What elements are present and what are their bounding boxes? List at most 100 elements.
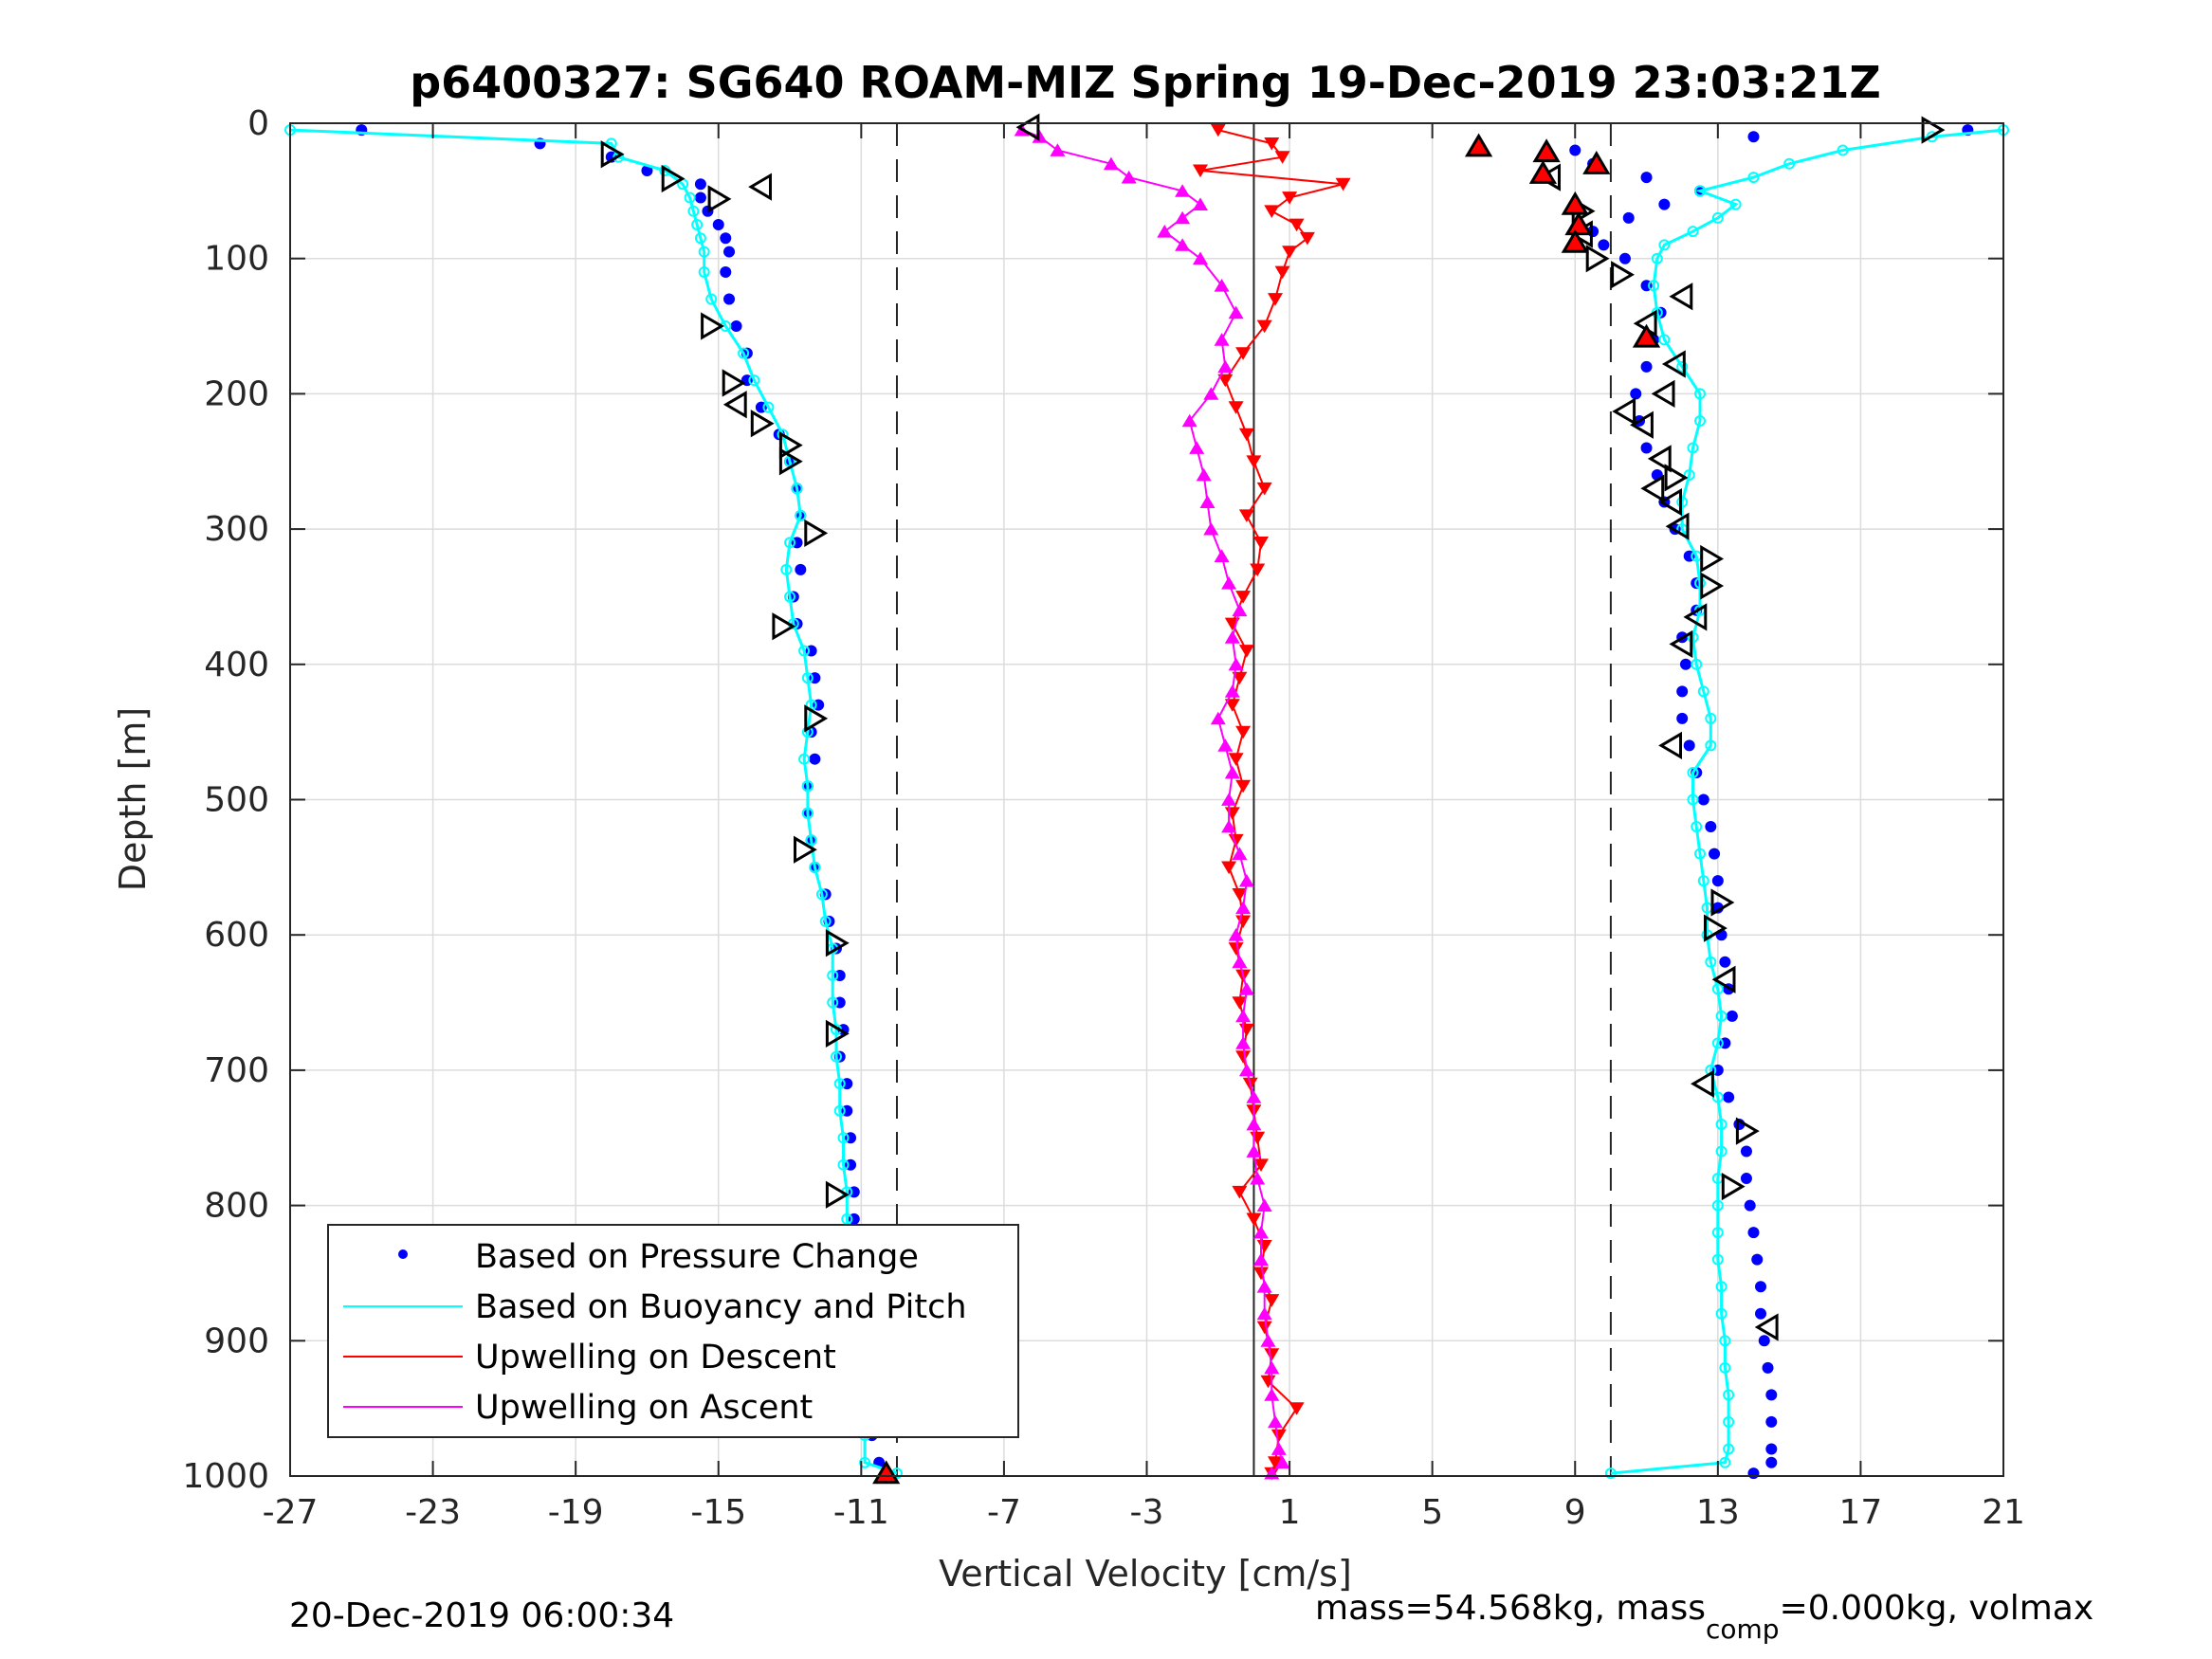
buoyancy-velocity-point: [691, 219, 704, 231]
upwelling-ascent-marker: [1256, 1280, 1272, 1293]
pressure-velocity-point: [1709, 848, 1721, 860]
x-tick-label: 5: [1421, 1493, 1443, 1532]
upwelling-ascent-marker: [1246, 1117, 1262, 1131]
pressure-velocity-point: [1697, 793, 1709, 806]
pressure-velocity-point: [1751, 1253, 1764, 1266]
upwelling-ascent-marker: [1238, 1063, 1254, 1077]
buoyancy-velocity-point: [694, 232, 706, 245]
upwelling-ascent-marker: [1217, 738, 1234, 752]
upwelling-ascent-marker: [1221, 819, 1237, 833]
y-tick-label: 500: [204, 781, 269, 820]
legend-entry-label: Based on Buoyancy and Pitch: [475, 1288, 967, 1326]
buoyancy-velocity-point: [1687, 631, 1699, 644]
footer-mass-text-b: =0.000kg, volmax: [1780, 1589, 2094, 1628]
upwelling-ascent-marker: [1032, 130, 1048, 143]
pressure-velocity-point: [1740, 1145, 1752, 1158]
pressure-velocity-point: [694, 191, 706, 204]
upwelling-descent-marker: [1228, 753, 1244, 766]
upwelling-ascent-marker: [1235, 1009, 1252, 1023]
buoyancy-velocity-point: [827, 970, 839, 982]
upwelling-ascent-marker: [1189, 441, 1205, 454]
open-triangle-marker: [1611, 261, 1635, 289]
pressure-velocity-point: [641, 164, 653, 176]
open-triangle-marker: [1630, 410, 1654, 439]
buoyancy-velocity-point: [791, 483, 803, 495]
pressure-velocity-point: [1640, 360, 1653, 373]
buoyancy-velocity-point: [1658, 334, 1671, 346]
pressure-velocity-point: [1762, 1361, 1774, 1374]
buoyancy-velocity-point: [1658, 239, 1671, 251]
buoyancy-velocity-point: [841, 1212, 853, 1225]
y-axis-label: Depth [m]: [112, 707, 154, 892]
footer-timestamp: 20-Dec-2019 06:00:34: [289, 1596, 674, 1635]
upwelling-descent-marker: [1256, 319, 1272, 334]
buoyancy-velocity-point: [1705, 712, 1717, 724]
pressure-velocity-point: [1598, 239, 1610, 251]
pressure-velocity-point: [1640, 172, 1653, 184]
legend-entry-label: Upwelling on Descent: [475, 1339, 836, 1376]
buoyancy-velocity-point: [1729, 198, 1742, 210]
buoyancy-velocity-point: [1648, 280, 1660, 292]
y-tick-label: 900: [204, 1322, 269, 1360]
pressure-velocity-point: [1711, 875, 1724, 887]
buoyancy-velocity-point: [819, 915, 832, 927]
open-triangle-marker: [1700, 572, 1725, 600]
upwelling-descent-marker: [1271, 1429, 1287, 1443]
pressure-velocity-point: [730, 320, 742, 333]
x-tick-label: -19: [548, 1493, 604, 1532]
buoyancy-velocity-point: [1711, 1037, 1724, 1049]
pressure-velocity-point: [1740, 1173, 1752, 1185]
buoyancy-velocity-point: [1719, 1361, 1731, 1374]
upwelling-descent-marker: [1274, 151, 1290, 164]
buoyancy-velocity-point: [1687, 766, 1699, 778]
pressure-velocity-point: [1705, 821, 1717, 833]
x-tick-label: -23: [405, 1493, 461, 1532]
upwelling-ascent-marker: [1221, 793, 1237, 806]
pressure-velocity-point: [1630, 388, 1642, 400]
buoyancy-velocity-point: [687, 205, 700, 217]
open-triangle-marker: [825, 1180, 850, 1209]
pressure-velocity-point: [1765, 1456, 1778, 1468]
y-tick-label: 200: [204, 374, 269, 413]
upwelling-descent-marker: [1224, 699, 1240, 712]
upwelling-descent-marker: [1282, 191, 1298, 205]
open-triangle-marker: [1647, 445, 1672, 473]
x-tick-label: -15: [690, 1493, 746, 1532]
open-triangle-marker: [1683, 603, 1708, 631]
buoyancy-velocity-point: [827, 996, 839, 1009]
upwelling-ascent-marker: [1260, 1334, 1276, 1347]
open-triangle-marker: [1664, 464, 1689, 492]
upwelling-ascent-marker: [1214, 279, 1230, 292]
x-tick-label: -3: [1130, 1493, 1164, 1532]
upwelling-ascent-marker: [1228, 305, 1244, 319]
open-triangle-marker: [1665, 512, 1690, 540]
upwelling-descent-marker: [1264, 1294, 1280, 1307]
upwelling-descent-marker: [1289, 218, 1305, 232]
buoyancy-velocity-point: [1683, 469, 1695, 482]
upwelling-ascent-marker: [1175, 210, 1191, 225]
upwelling-ascent-marker: [1238, 873, 1254, 887]
buoyancy-velocity-point: [1723, 1415, 1735, 1428]
buoyancy-velocity-point: [1705, 956, 1717, 968]
buoyancy-velocity-point: [698, 246, 710, 258]
chart-title: p6400327: SG640 ROAM-MIZ Spring 19-Dec-2…: [410, 57, 1881, 108]
buoyancy-velocity-point: [1715, 1281, 1728, 1293]
upwelling-ascent-marker: [1246, 1090, 1262, 1103]
buoyancy-velocity-point: [684, 191, 696, 204]
buoyancy-velocity-point: [1723, 1443, 1735, 1455]
pressure-velocity-point: [809, 753, 821, 765]
upwelling-descent-marker: [1253, 537, 1269, 550]
upwelling-descent-marker: [1268, 293, 1283, 306]
buoyancy-velocity-point: [1711, 211, 1724, 224]
red-triangle-marker: [1561, 191, 1589, 215]
upwelling-descent-marker: [1232, 996, 1248, 1010]
upwelling-ascent-marker: [1271, 1442, 1287, 1455]
buoyancy-velocity-point: [1694, 577, 1707, 590]
y-tick-label: 100: [204, 240, 269, 279]
upwelling-descent-marker: [1253, 1267, 1269, 1281]
open-triangle-marker: [1754, 1313, 1779, 1341]
pressure-velocity-point: [1723, 1091, 1735, 1103]
buoyancy-velocity-point: [1711, 1091, 1724, 1103]
upwelling-descent-marker: [1235, 725, 1252, 739]
buoyancy-velocity-point: [784, 591, 796, 603]
